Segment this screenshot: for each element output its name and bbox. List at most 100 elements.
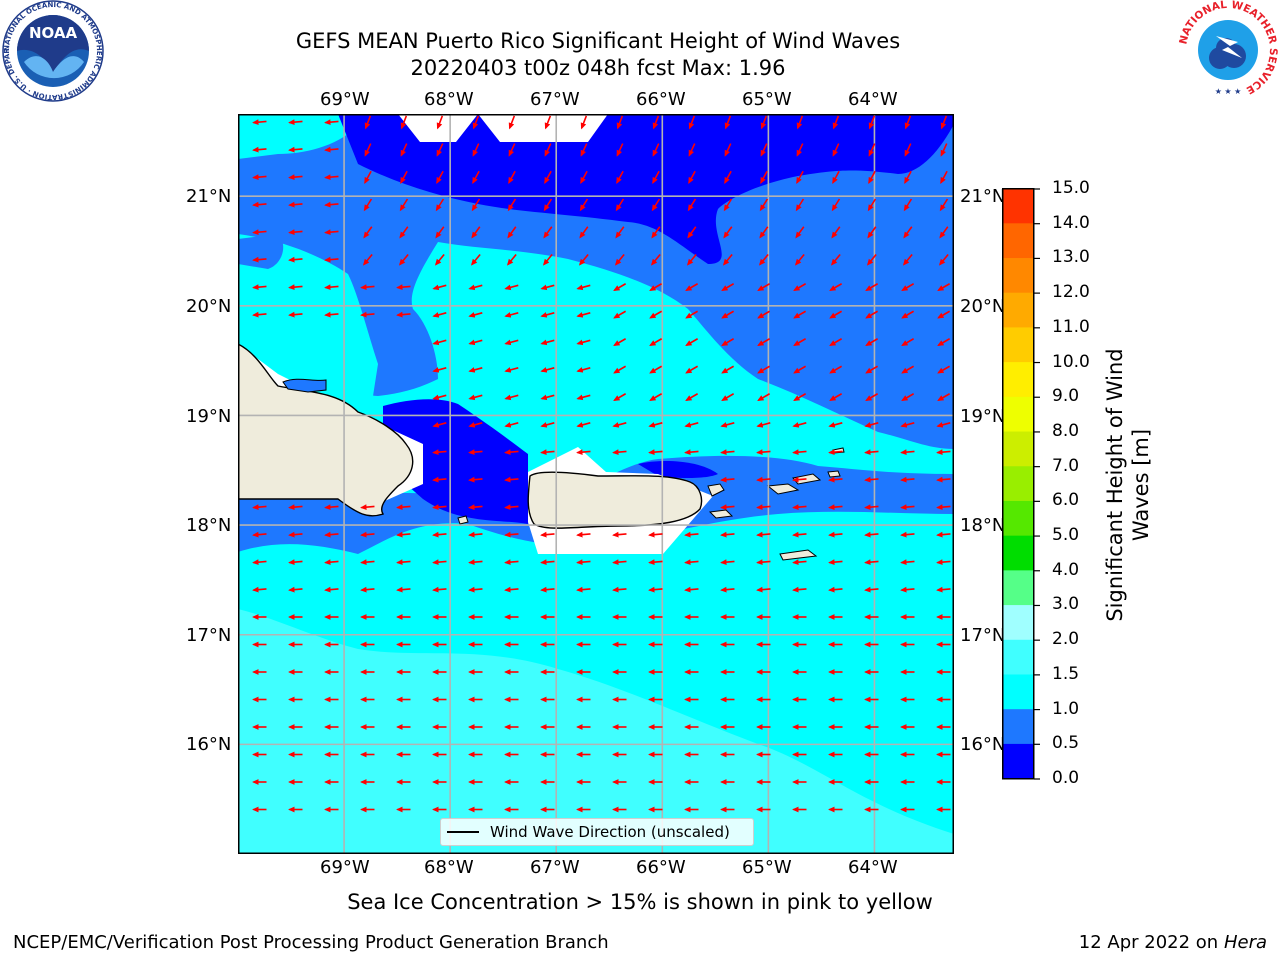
wave-direction-arrow <box>868 170 876 184</box>
colorbar-swatch <box>1002 604 1034 640</box>
wave-direction-arrow <box>865 393 879 401</box>
bottom-lon-tick: 65°W <box>742 857 792 878</box>
wave-direction-arrow <box>940 143 948 157</box>
wave-direction-arrow <box>616 170 624 184</box>
wave-direction-arrow <box>937 365 951 374</box>
wave-band-0-5-to-1-0 <box>238 114 954 449</box>
wave-direction-arrow <box>288 229 303 235</box>
wave-direction-arrow <box>649 310 663 319</box>
wave-direction-arrow <box>794 253 805 266</box>
wave-direction-arrow <box>576 586 591 593</box>
wave-direction-arrow <box>650 253 661 266</box>
wave-direction-arrow <box>796 170 804 184</box>
colorbar-tick-label: 9.0 <box>1052 386 1080 407</box>
wave-direction-arrow <box>360 284 375 290</box>
wave-direction-arrow <box>364 115 372 130</box>
wave-direction-arrow <box>468 504 483 510</box>
wave-direction-arrow <box>288 504 303 510</box>
wave-direction-arrow <box>685 310 699 319</box>
wave-direction-arrow <box>720 422 735 428</box>
land-anegada <box>827 470 841 478</box>
wave-direction-arrow <box>649 393 663 401</box>
map-subtitle: 20220403 t00z 048h fcst Max: 1.96 <box>410 56 786 80</box>
wave-direction-arrow <box>324 229 339 235</box>
wave-direction-arrow <box>901 283 915 291</box>
wave-direction-arrow <box>756 559 771 565</box>
wave-direction-arrow <box>758 253 769 266</box>
colorbar-tick-label: 10.0 <box>1052 351 1090 372</box>
wave-direction-arrow <box>724 170 732 184</box>
land-st-croix <box>779 549 818 561</box>
top-lon-tick: 64°W <box>848 89 898 110</box>
wave-direction-arrow <box>936 559 951 565</box>
wave-direction-arrow <box>360 531 375 538</box>
wave-direction-arrow <box>831 226 841 239</box>
wave-direction-arrow <box>937 393 951 401</box>
left-lat-tick: 21°N <box>186 186 232 207</box>
wave-direction-arrow <box>472 115 480 130</box>
colorbar-frame <box>1002 188 1035 780</box>
wave-direction-arrow <box>865 283 879 291</box>
wave-direction-arrow <box>399 226 409 239</box>
colorbar <box>1002 188 1035 780</box>
wave-direction-arrow <box>324 559 339 565</box>
wave-direction-arrow <box>720 559 735 565</box>
wave-direction-arrow <box>324 146 339 153</box>
wave-direction-arrow <box>937 310 951 319</box>
wave-direction-arrow <box>722 253 733 266</box>
wave-direction-arrow <box>432 586 447 593</box>
wave-direction-arrow <box>360 559 375 565</box>
map-title: GEFS MEAN Puerto Rico Significant Height… <box>295 29 901 53</box>
colorbar-tick-label: 6.0 <box>1052 490 1080 511</box>
left-lat-tick: 16°N <box>186 734 232 755</box>
wave-direction-arrow <box>540 449 555 455</box>
wave-direction-arrow <box>580 143 588 157</box>
wave-direction-arrow <box>252 311 267 318</box>
wave-direction-arrow <box>576 367 591 373</box>
wave-band-1-0-to-1-5-west <box>238 234 378 396</box>
wave-direction-arrow <box>472 143 480 157</box>
wave-direction-arrow <box>757 310 771 319</box>
wave-direction-arrow <box>468 339 483 346</box>
wave-direction-arrow <box>793 310 807 319</box>
wave-direction-arrow <box>324 119 339 125</box>
wave-direction-arrow <box>613 338 627 346</box>
wave-direction-arrow <box>720 531 735 538</box>
wave-direction-arrow <box>612 586 627 593</box>
wave-direction-arrow <box>904 115 912 130</box>
wave-direction-arrow <box>508 115 516 130</box>
wave-direction-arrow <box>757 283 771 291</box>
wave-direction-arrow <box>540 339 555 346</box>
wave-direction-arrow <box>288 531 303 538</box>
right-lat-tick: 17°N <box>960 625 1006 646</box>
wave-direction-arrow <box>468 476 483 483</box>
right-lat-tick: 20°N <box>960 296 1006 317</box>
wave-direction-arrow <box>864 504 879 510</box>
wave-direction-arrow <box>612 531 627 538</box>
wave-direction-arrow <box>828 504 843 510</box>
wave-band-1-0-to-1-5-north <box>238 114 368 159</box>
wave-direction-arrow <box>468 367 483 373</box>
wave-direction-arrow <box>721 365 735 374</box>
wave-direction-arrow <box>612 422 627 428</box>
colorbar-swatch <box>1002 743 1034 779</box>
wave-direction-arrow <box>828 449 843 455</box>
wave-direction-arrow <box>865 365 879 374</box>
wave-direction-arrow <box>759 198 769 212</box>
wave-direction-arrow <box>324 586 339 593</box>
wave-direction-arrow <box>936 449 951 455</box>
wave-direction-arrow <box>940 170 948 184</box>
wave-direction-arrow <box>900 476 915 483</box>
wave-direction-arrow <box>507 198 517 212</box>
wave-direction-arrow <box>901 393 915 401</box>
wave-direction-arrow <box>793 393 807 401</box>
wave-direction-arrow <box>796 143 804 157</box>
wave-direction-arrow <box>434 253 445 266</box>
wave-direction-arrow <box>540 367 555 373</box>
top-lon-tick: 67°W <box>530 89 580 110</box>
wave-direction-arrow <box>436 115 444 130</box>
wave-direction-arrow <box>830 253 841 266</box>
wave-direction-arrow <box>831 198 841 212</box>
wave-direction-arrow <box>360 504 375 510</box>
wave-direction-arrow <box>648 586 663 593</box>
